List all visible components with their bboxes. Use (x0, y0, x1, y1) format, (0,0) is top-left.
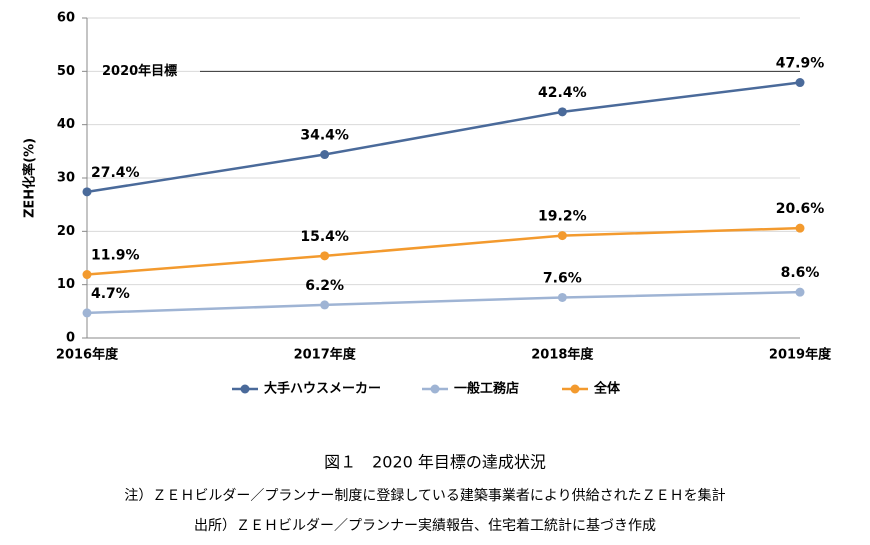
legend-marker (430, 384, 440, 394)
legend-marker (570, 384, 580, 394)
source: 出所）ＺＥＨビルダー／プランナー実績報告、住宅着工統計に基づき作成 (194, 517, 656, 534)
data-label: 8.6% (781, 265, 820, 281)
point (82, 270, 92, 280)
point (557, 107, 567, 117)
y-tick-label: 60 (57, 11, 75, 26)
x-tick-label: 2019年度 (769, 347, 832, 363)
data-label: 6.2% (305, 278, 344, 294)
point (557, 231, 567, 241)
data-label: 20.6% (776, 201, 825, 217)
data-label: 47.9% (776, 56, 825, 72)
legend-label: 一般工務店 (454, 381, 519, 397)
legend-label: 全体 (593, 381, 621, 397)
point (320, 150, 330, 160)
y-tick-label: 0 (66, 331, 75, 346)
point (82, 308, 92, 318)
legend-label: 大手ハウスメーカー (264, 381, 381, 397)
data-label: 11.9% (91, 248, 140, 264)
x-tick-label: 2018年度 (531, 347, 594, 363)
note: 注）ＺＥＨビルダー／プランナー制度に登録している建築事業者により供給されたＺＥＨ… (124, 487, 725, 504)
point (795, 78, 805, 88)
y-tick-label: 30 (57, 171, 75, 186)
y-tick-label: 20 (57, 224, 75, 239)
point (82, 187, 92, 197)
data-label: 27.4% (91, 165, 140, 181)
point (557, 292, 567, 302)
data-label: 7.6% (543, 270, 582, 286)
x-tick-label: 2016年度 (56, 347, 119, 363)
data-label: 42.4% (538, 85, 587, 101)
y-tick-label: 50 (57, 64, 75, 79)
x-tick-label: 2017年度 (294, 347, 357, 363)
legend-marker (240, 384, 250, 394)
data-label: 4.7% (91, 286, 130, 302)
caption: 図１ 2020 年目標の達成状況 (324, 453, 546, 472)
data-label: 19.2% (538, 209, 587, 225)
y-axis-label: ZEH化率(%) (22, 138, 38, 218)
point (795, 223, 805, 233)
data-label: 34.4% (300, 128, 349, 144)
point (795, 287, 805, 297)
data-label: 15.4% (300, 229, 349, 245)
point (320, 300, 330, 310)
y-tick-label: 40 (57, 117, 75, 132)
target-label: 2020年目標 (102, 63, 177, 79)
series-line (86, 81, 801, 194)
series-line (86, 226, 801, 276)
y-tick-label: 10 (57, 277, 75, 292)
series-line (86, 290, 801, 315)
point (320, 251, 330, 261)
